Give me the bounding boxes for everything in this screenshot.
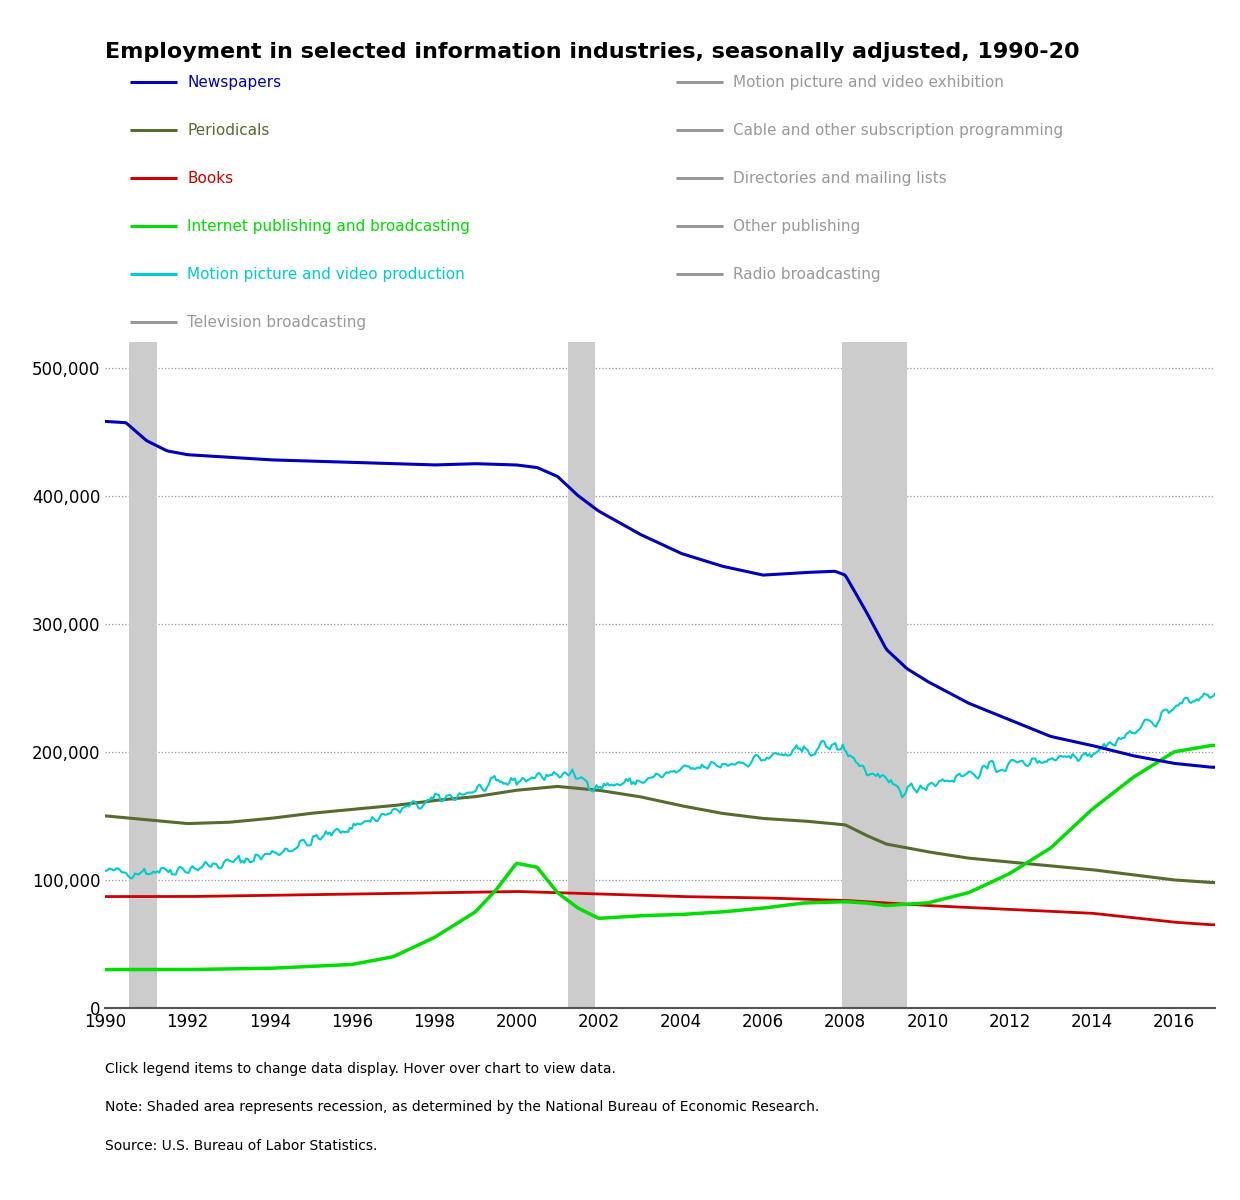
Bar	[568, 342, 595, 1008]
Text: Source: U.S. Bureau of Labor Statistics.: Source: U.S. Bureau of Labor Statistics.	[105, 1139, 378, 1153]
Text: Internet publishing and broadcasting: Internet publishing and broadcasting	[187, 218, 470, 234]
Text: Radio broadcasting: Radio broadcasting	[733, 266, 880, 282]
Bar	[129, 342, 156, 1008]
Text: Cable and other subscription programming: Cable and other subscription programming	[733, 122, 1063, 138]
Text: Note: Shaded area represents recession, as determined by the National Bureau of : Note: Shaded area represents recession, …	[105, 1100, 820, 1115]
Text: Directories and mailing lists: Directories and mailing lists	[733, 170, 946, 186]
Text: Employment in selected information industries, seasonally adjusted, 1990-20: Employment in selected information indus…	[105, 42, 1080, 62]
Text: Periodicals: Periodicals	[187, 122, 269, 138]
Text: Newspapers: Newspapers	[187, 74, 281, 90]
Text: Books: Books	[187, 170, 233, 186]
Text: Television broadcasting: Television broadcasting	[187, 314, 366, 330]
Text: Motion picture and video production: Motion picture and video production	[187, 266, 465, 282]
Text: Motion picture and video exhibition: Motion picture and video exhibition	[733, 74, 1003, 90]
Text: Other publishing: Other publishing	[733, 218, 861, 234]
Text: Click legend items to change data display. Hover over chart to view data.: Click legend items to change data displa…	[105, 1062, 616, 1076]
Bar	[842, 342, 906, 1008]
